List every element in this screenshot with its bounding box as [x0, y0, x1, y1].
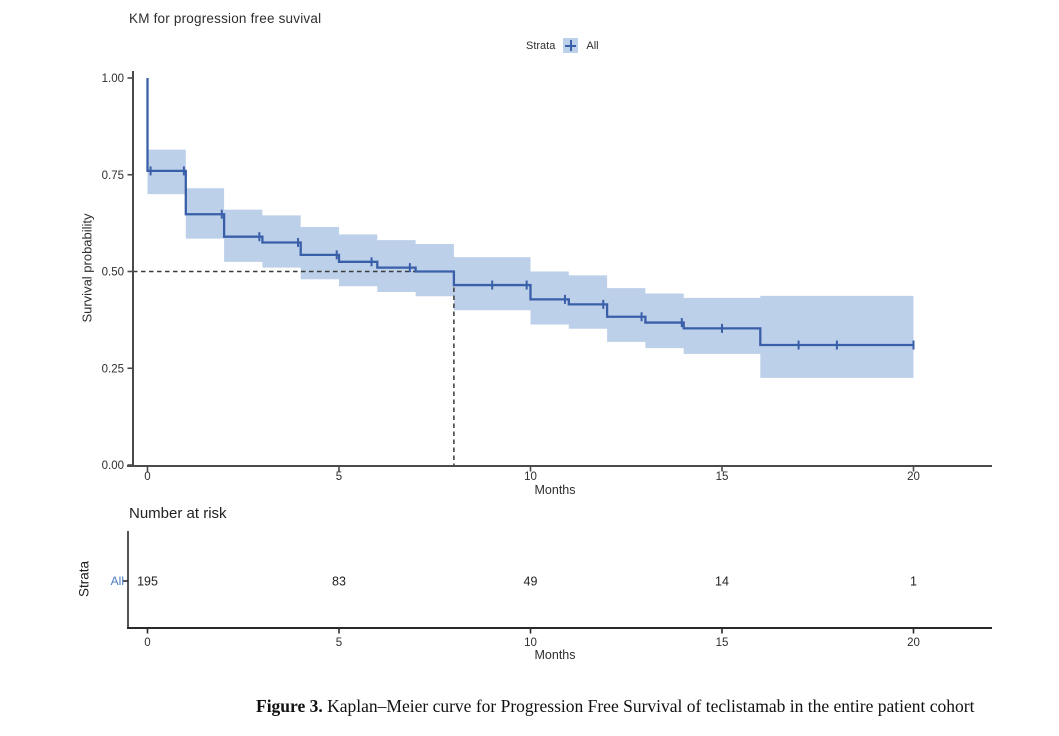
risk-x-tick-label: 5 [336, 637, 342, 649]
legend: Strata All [526, 38, 599, 53]
x-axis-label-main: Months [534, 483, 576, 497]
risk-row-label-all: All [110, 574, 124, 588]
risk-x-tick-label: 0 [144, 637, 150, 649]
legend-key-icon [563, 38, 579, 53]
y-tick-label: 0.25 [102, 363, 124, 375]
figure-caption: Figure 3. Kaplan–Meier curve for Progres… [256, 696, 974, 717]
x-tick-label: 20 [907, 471, 920, 483]
risk-count: 49 [524, 575, 538, 589]
confidence-band [147, 149, 914, 378]
x-axis-label-risk: Months [534, 648, 576, 662]
risk-x-tick-label: 10 [524, 637, 537, 649]
risk-count: 1 [910, 575, 917, 589]
y-tick-label: 0.50 [102, 267, 124, 279]
chart-title: KM for progression free suvival [129, 11, 322, 26]
y-tick-label: 1.00 [102, 73, 124, 85]
x-tick-label: 15 [716, 471, 729, 483]
y-axis-label: Survival probability [79, 213, 95, 323]
km-curve [146, 78, 914, 347]
risk-table-title: Number at risk [129, 505, 227, 522]
x-tick-label: 5 [336, 471, 342, 483]
risk-count: 195 [137, 575, 158, 589]
caption-text: Kaplan–Meier curve for Progression Free … [322, 696, 975, 716]
y-tick-label: 0.00 [102, 460, 124, 472]
risk-x-tick-label: 20 [907, 637, 920, 649]
y-tick-label: 0.75 [102, 170, 124, 182]
legend-entry-all: All [586, 39, 599, 52]
risk-count: 83 [332, 575, 346, 589]
risk-x-tick-label: 15 [716, 637, 729, 649]
plus-icon-vertical-bar [569, 40, 572, 51]
x-tick-label: 10 [524, 471, 537, 483]
risk-count: 14 [715, 575, 729, 589]
x-tick-label: 0 [144, 471, 150, 483]
legend-title: Strata [526, 39, 556, 52]
caption-label: Figure 3. [256, 696, 323, 716]
